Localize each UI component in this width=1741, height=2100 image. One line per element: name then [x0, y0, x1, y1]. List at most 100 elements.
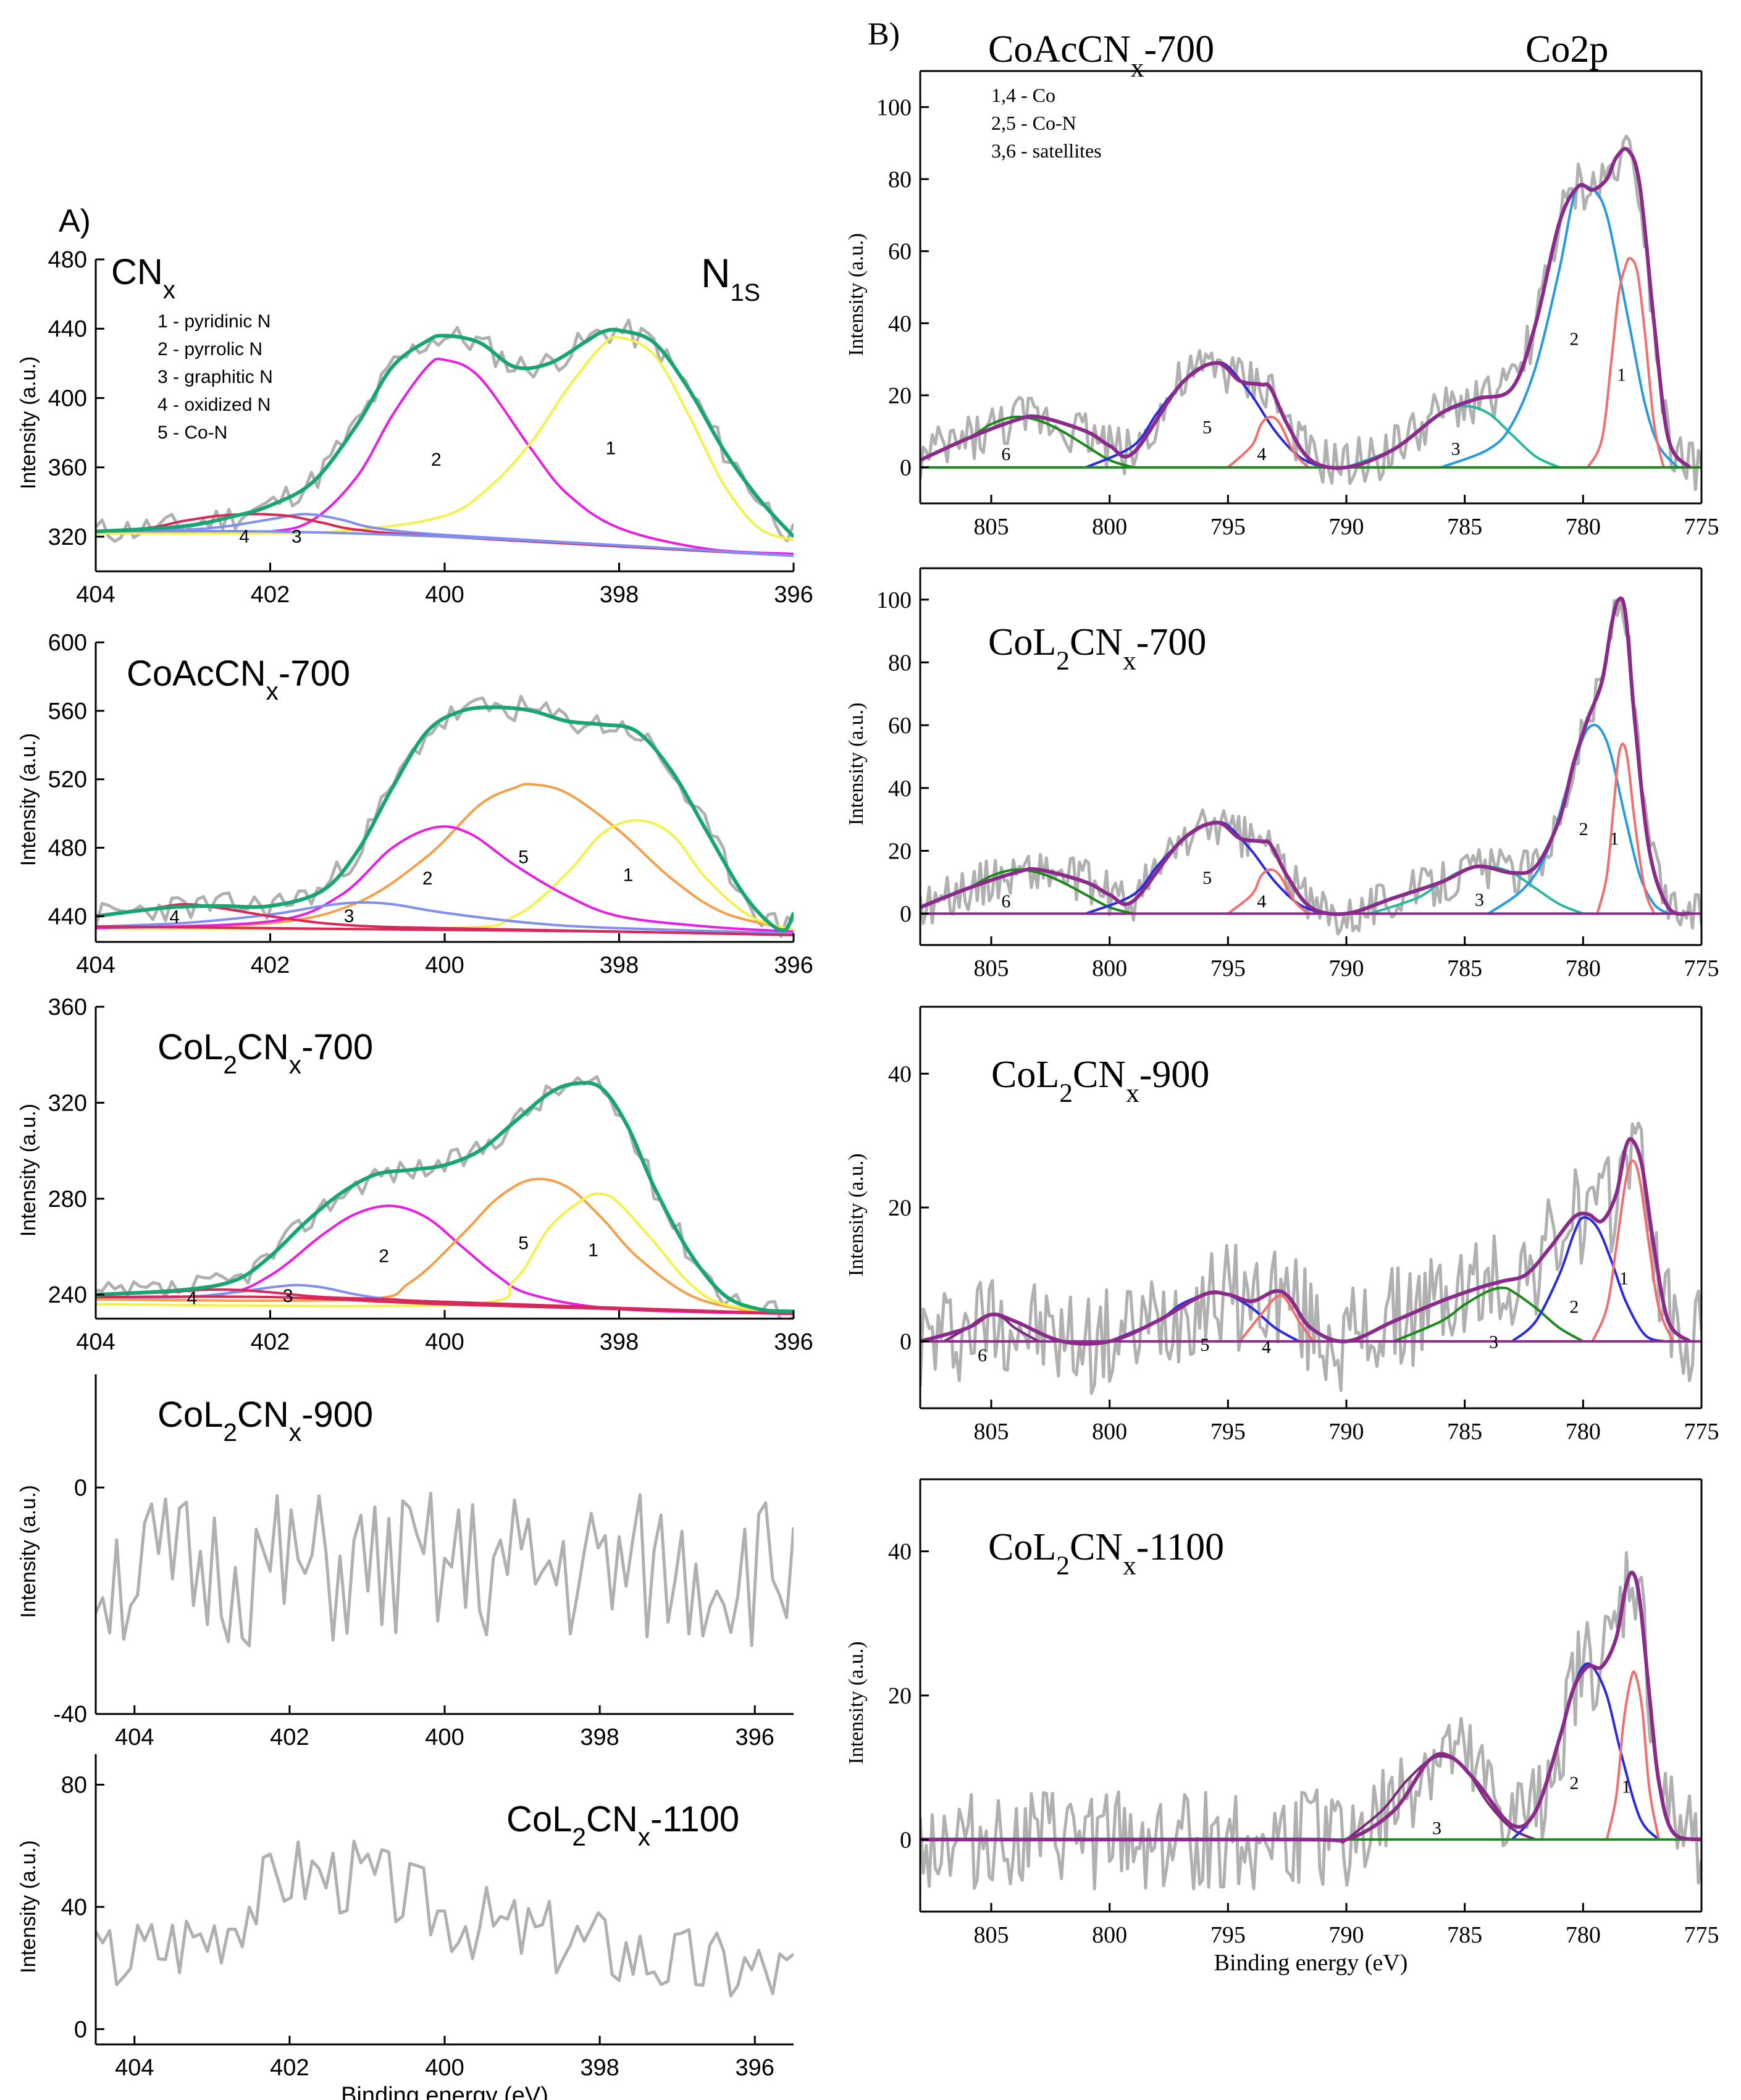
y-tick-label: 0	[900, 1827, 912, 1853]
x-tick-label: 404	[76, 582, 115, 608]
raw-spectrum-line	[96, 1075, 794, 1319]
peak-label: 4	[1257, 891, 1266, 912]
title-subscript: 2	[223, 1418, 237, 1447]
x-tick-label: 800	[1092, 1922, 1127, 1948]
x-tick-label: 785	[1447, 1922, 1482, 1948]
y-axis-label: Intensity (a.u.)	[17, 356, 40, 489]
y-tick-label: 360	[48, 994, 87, 1020]
y-tick-label: 40	[61, 1894, 87, 1920]
y-axis-label: Intensity (a.u.)	[17, 1485, 40, 1618]
series-sat-3-line	[1393, 1286, 1584, 1343]
y-axis-label: Intensity (a.u.)	[17, 733, 40, 866]
y-tick-label: 0	[900, 455, 912, 481]
x-tick-label: 400	[425, 582, 464, 608]
peak-label: 2	[1569, 1297, 1579, 1317]
y-tick-label: 240	[48, 1282, 87, 1308]
legend-entry: 3 - graphitic N	[157, 367, 273, 387]
x-tick-label: 398	[600, 952, 639, 978]
chart-a4: 404 402 400 398 396 -40 0 Intensity (a.u.) CoL2C…	[17, 1374, 794, 1750]
y-tick-label: 40	[888, 776, 912, 802]
peak-label: 2	[379, 1246, 389, 1267]
x-tick-label: 795	[1210, 514, 1246, 540]
y-tick-label: 320	[48, 524, 87, 550]
chart-b1: 6 5 4 3 2 1 805 800 795 790 785 780 775 0 20 40 60 80 100 I…	[845, 28, 1719, 540]
x-tick-label: 402	[251, 582, 290, 608]
x-tick-label: 775	[1684, 1922, 1719, 1948]
title-part: CN	[1070, 1526, 1123, 1568]
series-pyrrolic-n-line	[96, 825, 794, 933]
title-subscript: x	[289, 1051, 301, 1079]
x-tick-label: 396	[774, 582, 813, 608]
plot-area	[920, 1121, 1701, 1395]
y-tick-label: 100	[876, 587, 912, 613]
y-tick-label: 360	[48, 455, 87, 481]
y-tick-label: 400	[48, 385, 87, 411]
plot-area	[96, 1492, 794, 1648]
x-tick-label: 396	[774, 1329, 813, 1355]
title-part: -700	[1144, 28, 1214, 70]
chart-a2: 5 1 2 3 4 404 402 400 398 396 440 480 520 560 600 Inten…	[17, 630, 813, 978]
raw-spectrum-line	[920, 1121, 1701, 1395]
y-tick-label: 20	[888, 383, 912, 409]
raw-spectrum-line	[920, 134, 1701, 492]
chart-title: CoL2CNx-900	[991, 1054, 1209, 1108]
chart-title: CoL2CNx-1100	[506, 1799, 739, 1851]
series-co-1-line	[1591, 1159, 1674, 1342]
title-part: CoL	[988, 1526, 1056, 1568]
title-part: CoL	[988, 621, 1056, 663]
y-axis-label: Intensity (a.u.)	[17, 1840, 40, 1973]
series-co-1-line	[1605, 1670, 1660, 1840]
peak-label: 1	[606, 439, 616, 459]
x-tick-label: 795	[1210, 1922, 1246, 1948]
peak-label: 3	[283, 1286, 293, 1306]
series-co-n-2-line	[1511, 1216, 1664, 1343]
x-tick-label: 790	[1329, 1419, 1364, 1445]
x-tick-label: 404	[76, 1329, 115, 1355]
peak-label: 1	[1622, 1777, 1631, 1797]
peak-label: 6	[978, 1345, 987, 1366]
legend-entry: 2,5 - Co-N	[991, 112, 1076, 134]
series-co-n-2-line	[1487, 723, 1669, 915]
x-axis-label: Binding energy (eV)	[341, 2083, 548, 2100]
peak-label: 4	[187, 1288, 198, 1309]
chart-title: CoL2CNx-900	[157, 1395, 373, 1447]
x-tick-label: 402	[270, 2055, 309, 2081]
x-tick-label: 790	[1329, 956, 1364, 981]
peak-label: 3	[344, 906, 354, 926]
title-part: CoL	[991, 1054, 1059, 1096]
y-tick-label: 40	[888, 1539, 912, 1565]
y-tick-label: 100	[876, 94, 912, 120]
peak-label: 2	[422, 868, 433, 889]
legend-entry: 2 - pyrrolic N	[157, 339, 262, 359]
x-axis-label: Binding energy (eV)	[1214, 1950, 1408, 1976]
raw-spectrum-line	[96, 695, 794, 938]
y-tick-label: 20	[888, 1683, 912, 1709]
y-tick-label: 480	[48, 247, 87, 273]
series-co-4-line	[1227, 868, 1310, 915]
title-part: CN	[111, 252, 163, 292]
y-axis-label: Intensity (a.u.)	[845, 1641, 868, 1764]
x-tick-label: 402	[251, 952, 290, 978]
x-tick-label: 775	[1684, 956, 1719, 981]
raw-spectrum-line	[96, 1839, 794, 1997]
chart-a1: 2 1 3 4 404 402 400 398 396 320 360 400 440 480 Intens…	[17, 247, 813, 608]
y-tick-label: 20	[888, 839, 912, 865]
y-tick-label: 0	[74, 1475, 87, 1501]
y-tick-label: 20	[888, 1195, 912, 1221]
title-subscript: x	[1126, 1078, 1139, 1108]
peak-label: 1	[588, 1240, 598, 1261]
x-tick-label: 800	[1092, 956, 1127, 981]
series-envelope-line	[920, 1136, 1691, 1346]
region-label-sub: 1S	[731, 279, 760, 306]
region-label-n1s: N1S	[701, 250, 760, 306]
series-co-1-line	[1587, 256, 1665, 468]
x-tick-label: 404	[115, 2055, 154, 2081]
title-part: -700	[1136, 621, 1207, 663]
title-subscript: 2	[223, 1051, 237, 1079]
series-baseline-line	[96, 1295, 794, 1316]
x-tick-label: 785	[1447, 956, 1482, 981]
y-tick-label: -40	[53, 1702, 87, 1728]
title-subscript: 2	[1056, 646, 1070, 676]
x-tick-label: 800	[1092, 514, 1127, 540]
y-axis-label: Intensity (a.u.)	[845, 1153, 868, 1276]
